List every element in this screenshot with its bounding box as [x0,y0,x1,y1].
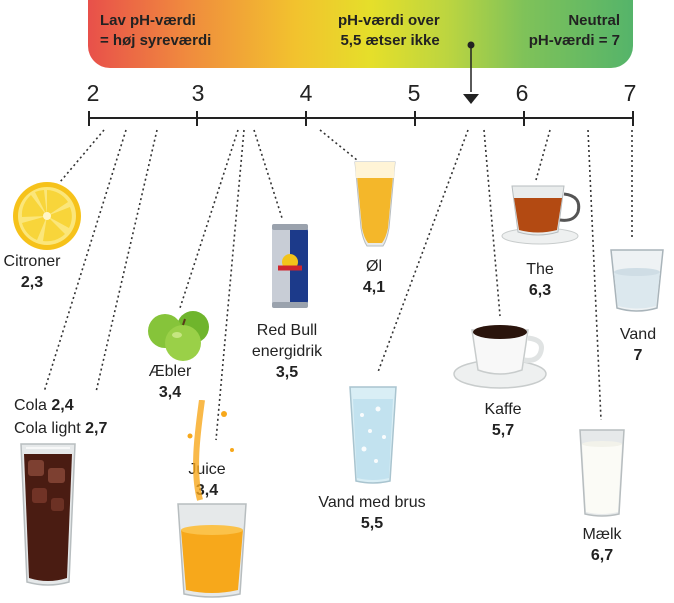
label-cola-light: Cola light 2,7 [14,420,108,437]
coffee-cup-icon [453,325,547,389]
leader-ol [319,129,358,161]
leader-juice [215,129,245,441]
label-vand: Vand 7 [619,326,657,364]
tick-label-2: 2 [86,80,100,106]
label-the: The 6,3 [526,261,554,299]
tick-label-5: 5 [407,80,421,106]
low-ph-note: Lav pH-værdi = høj syreværdi [100,12,212,49]
leader-kaffe [483,129,501,317]
label-redbull: Red Bull energidrik 3,5 [251,322,323,381]
axis-ticks [88,111,634,126]
leader-vand-brus [377,129,469,373]
leader-the [535,129,551,181]
lemon-icon [13,182,81,250]
label-vand-brus: Vand med brus 5,5 [318,494,426,532]
leader-aebler [179,129,239,309]
leader-citroner [59,129,105,183]
tick-label-6: 6 [515,80,529,106]
label-maelk: Mælk 6,7 [582,526,622,564]
beer-glass-icon [354,161,396,247]
threshold-arrowhead [463,94,479,104]
energy-can-icon [272,224,308,308]
leader-redbull [253,129,283,219]
leader-lines [43,129,633,441]
sparkling-water-icon [349,386,397,484]
label-cola: Cola 2,4 [14,397,74,414]
leader-cola [43,129,127,393]
neutral-note: Neutral pH-værdi = 7 [528,12,620,49]
threshold-note: pH-værdi over 5,5 ætser ikke [338,12,440,49]
apples-icon [148,311,209,361]
tick-label-7: 7 [623,80,637,106]
milk-glass-icon [579,429,625,517]
cola-glass-icon [20,443,76,586]
label-citroner: Citroner 2,3 [3,253,61,291]
label-aebler: Æbler 3,4 [148,363,192,401]
water-glass-icon [610,249,664,312]
tick-label-3: 3 [191,80,205,106]
tick-label-4: 4 [299,80,313,106]
label-kaffe: Kaffe 5,7 [484,401,522,439]
leader-maelk [587,129,602,421]
juice-glass-icon [177,400,247,598]
label-ol: Øl 4,1 [362,258,386,296]
threshold-arrow [463,41,479,104]
tea-cup-icon [501,185,581,245]
ph-scale-banner [88,0,633,68]
